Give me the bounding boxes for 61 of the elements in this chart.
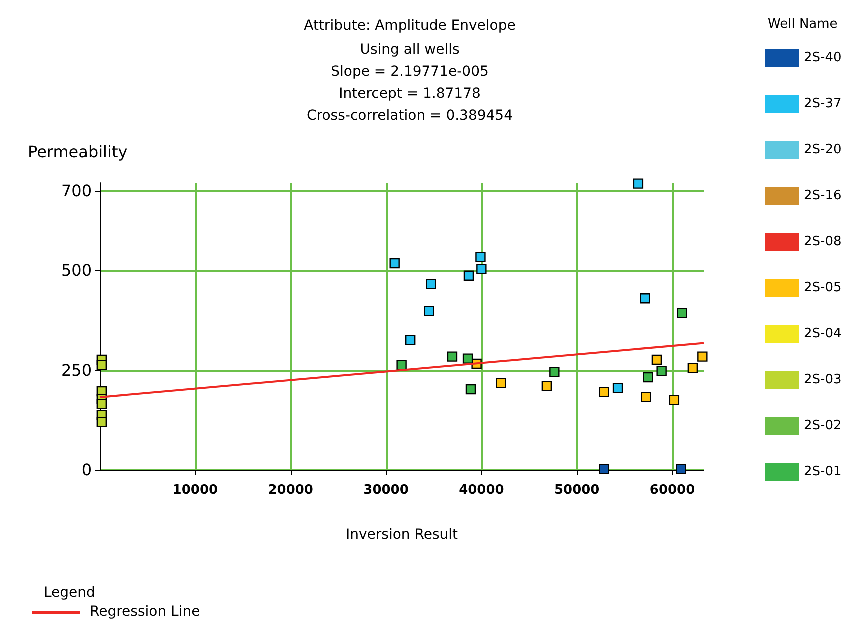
x-tick-label: 30000 xyxy=(364,483,409,498)
point xyxy=(405,335,416,346)
point xyxy=(426,279,436,290)
point xyxy=(599,387,610,398)
y-axis-title: Permeability xyxy=(28,142,128,162)
point xyxy=(688,363,698,374)
y-tick-label: 500 xyxy=(61,261,92,280)
point xyxy=(476,252,486,262)
legend-label: 2S-02 xyxy=(804,418,842,434)
point xyxy=(550,367,560,378)
point xyxy=(641,392,652,403)
legend-label: 2S-01 xyxy=(804,464,842,480)
text: Cross-correlation = 0.389454 xyxy=(307,108,514,124)
text: Legend xyxy=(44,585,96,601)
x-tick-label: 10000 xyxy=(172,483,218,498)
point xyxy=(496,378,506,388)
point xyxy=(542,381,552,392)
x-tick-label: 50000 xyxy=(554,483,600,498)
x-tick-label: 60000 xyxy=(650,483,696,498)
text: Slope = 2.19771e-005 xyxy=(331,64,489,80)
legend-label: 2S-37 xyxy=(804,96,842,112)
point xyxy=(612,383,624,394)
chart-title: Attribute: Amplitude Envelope xyxy=(304,18,516,34)
y-tick-label: 0 xyxy=(82,460,92,480)
legend-label: 2S-03 xyxy=(804,372,842,388)
point xyxy=(698,352,708,362)
point xyxy=(652,354,662,366)
point xyxy=(96,399,108,410)
legend-label: 2S-04 xyxy=(804,326,842,342)
point xyxy=(96,417,108,428)
legend-label: 2S-20 xyxy=(804,142,842,158)
y-tick-label: 700 xyxy=(61,181,92,200)
point xyxy=(462,354,474,364)
point xyxy=(676,464,686,474)
x-axis-title: Inversion Result xyxy=(346,527,458,543)
y-tick-label: 250 xyxy=(61,360,92,380)
point xyxy=(656,366,667,376)
chart-subtitle: Using all wells xyxy=(360,42,460,58)
x-tick-label: 40000 xyxy=(459,483,504,498)
legend-label: Regression Line xyxy=(90,604,200,620)
legend-label: 2S-05 xyxy=(804,280,842,296)
point xyxy=(396,360,407,370)
point xyxy=(633,178,644,189)
x-tick-label: 20000 xyxy=(268,483,314,498)
legend-label: 2S-16 xyxy=(804,188,842,204)
point xyxy=(447,352,458,362)
legend-label: 2S-40 xyxy=(804,50,842,66)
point xyxy=(390,258,400,269)
legend-label: 2S-08 xyxy=(804,234,842,250)
point xyxy=(96,360,108,370)
legend-title: Well Name xyxy=(768,17,838,32)
point xyxy=(464,270,474,281)
point xyxy=(677,308,688,318)
point xyxy=(599,464,610,474)
text: Intercept = 1.87178 xyxy=(339,86,481,102)
point xyxy=(424,306,434,316)
point xyxy=(669,395,680,406)
point xyxy=(643,372,654,383)
point xyxy=(476,264,487,274)
point xyxy=(640,293,650,304)
point xyxy=(466,384,476,395)
